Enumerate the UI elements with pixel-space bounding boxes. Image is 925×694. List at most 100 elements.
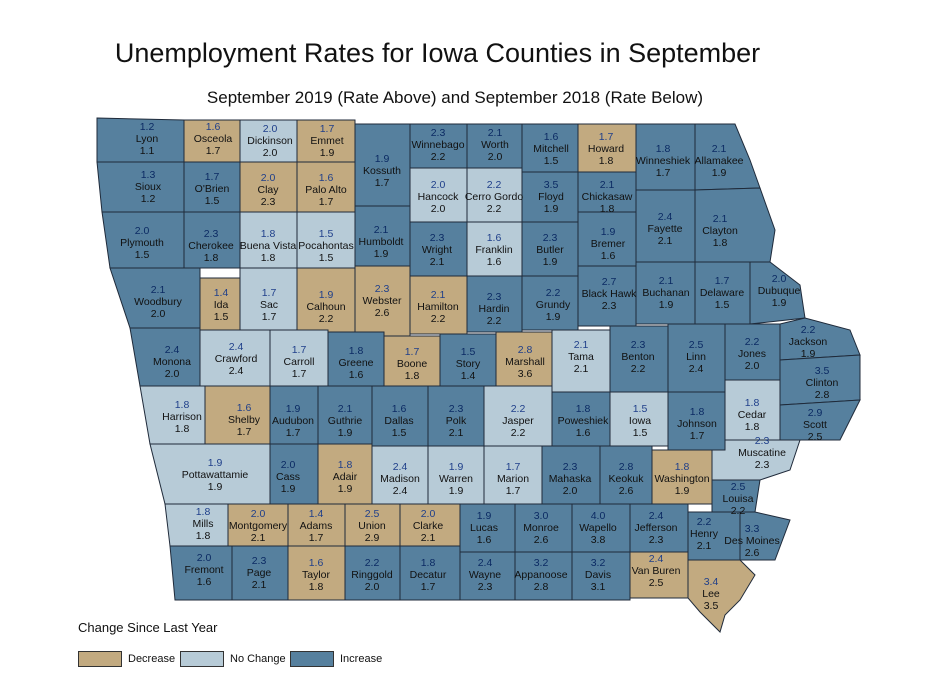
rate-2019-lucas: 1.9	[477, 510, 492, 522]
county-name-mahaska: Mahaska	[549, 473, 592, 485]
rate-2019-page: 2.3	[252, 555, 267, 567]
rate-2018-calhoun: 2.2	[319, 313, 334, 325]
county-name-cedar: Cedar	[738, 409, 767, 421]
legend-increase: Increase	[290, 650, 382, 668]
rate-2019-audubon: 1.9	[286, 403, 301, 415]
rate-2018-butler: 1.9	[543, 256, 558, 268]
county-name-montgomery: Montgomery	[229, 520, 288, 532]
county-name-jackson: Jackson	[789, 336, 828, 348]
county-name-henry: Henry	[690, 528, 719, 540]
rate-2018-henry: 2.1	[697, 540, 712, 552]
rate-2018-ida: 1.5	[214, 311, 229, 323]
county-name-monona: Monona	[153, 356, 191, 368]
rate-2019-jones: 2.2	[745, 336, 760, 348]
rate-2018-shelby: 1.7	[237, 426, 252, 438]
county-name-washington: Washington	[654, 473, 709, 485]
rate-2019-woodbury: 2.1	[151, 284, 166, 296]
rate-2018-emmet: 1.9	[320, 147, 335, 159]
county-des-moines	[739, 511, 791, 561]
rate-2018-hamilton: 2.2	[431, 313, 446, 325]
rate-2019-wright: 2.3	[430, 232, 445, 244]
rate-2019-linn: 2.5	[689, 339, 704, 351]
rate-2019-emmet: 1.7	[320, 123, 335, 135]
county-name-worth: Worth	[481, 139, 509, 151]
rate-2019-o-brien: 1.7	[205, 171, 220, 183]
rate-2019-worth: 2.1	[488, 127, 503, 139]
map-subtitle: September 2019 (Rate Above) and Septembe…	[206, 88, 704, 107]
rate-2018-fremont: 1.6	[197, 576, 212, 588]
rate-2018-polk: 2.1	[449, 427, 464, 439]
county-davis	[571, 551, 631, 601]
rate-2018-sioux: 1.2	[141, 193, 156, 205]
county-name-mitchell: Mitchell	[533, 143, 569, 155]
rate-2018-winnebago: 2.2	[431, 151, 446, 163]
legend-decrease: Decrease	[78, 650, 175, 668]
county-name-marshall: Marshall	[505, 356, 545, 368]
rate-2019-allamakee: 2.1	[712, 143, 727, 155]
county-name-delaware: Delaware	[700, 287, 745, 299]
rate-2019-ringgold: 2.2	[365, 557, 380, 569]
rate-2019-delaware: 1.7	[715, 275, 730, 287]
county-name-greene: Greene	[338, 357, 373, 369]
county-name-warren: Warren	[439, 473, 473, 485]
rate-2019-buchanan: 2.1	[659, 275, 674, 287]
county-name-johnson: Johnson	[677, 418, 717, 430]
rate-2018-muscatine: 2.3	[755, 459, 770, 471]
rate-2018-cass: 1.9	[281, 483, 296, 495]
rate-2018-johnson: 1.7	[690, 430, 705, 442]
county-name-wapello: Wapello	[579, 522, 617, 534]
rate-2018-worth: 2.0	[488, 151, 503, 163]
county-name-appanoose: Appanoose	[514, 569, 567, 581]
county-name-adams: Adams	[300, 520, 333, 532]
rate-2019-winnebago: 2.3	[431, 127, 446, 139]
legend-increase-label: Increase	[340, 653, 383, 665]
county-name-mills: Mills	[193, 518, 214, 530]
rate-2019-decatur: 1.8	[421, 557, 436, 569]
rate-2018-des-moines: 2.6	[745, 547, 760, 559]
county-name-adair: Adair	[333, 471, 358, 483]
rate-2018-appanoose: 2.8	[534, 581, 549, 593]
county-name-boone: Boone	[397, 358, 428, 370]
rate-2018-howard: 1.8	[599, 155, 614, 167]
rate-2018-adams: 1.7	[309, 532, 324, 544]
county-name-madison: Madison	[380, 473, 420, 485]
county-name-van-buren: Van Buren	[632, 565, 681, 577]
county-name-jefferson: Jefferson	[635, 522, 678, 534]
rate-2018-audubon: 1.7	[286, 427, 301, 439]
rate-2019-polk: 2.3	[449, 403, 464, 415]
rate-2019-clay: 2.0	[261, 172, 276, 184]
rate-2018-story: 1.4	[461, 370, 476, 382]
rate-2018-wapello: 3.8	[591, 534, 606, 546]
county-name-buchanan: Buchanan	[642, 287, 689, 299]
rate-2019-adair: 1.8	[338, 459, 353, 471]
county-name-franklin: Franklin	[475, 244, 513, 256]
rate-2018-buena-vista: 1.8	[261, 252, 276, 264]
rate-2018-sac: 1.7	[262, 311, 277, 323]
county-name-wright: Wright	[422, 244, 452, 256]
county-lee	[687, 559, 756, 633]
legend-title: Change Since Last Year	[78, 620, 218, 635]
county-name-hancock: Hancock	[418, 191, 460, 203]
rate-2018-scott: 2.5	[808, 431, 823, 443]
rate-2018-lee: 3.5	[704, 600, 719, 612]
rate-2018-hancock: 2.0	[431, 203, 446, 215]
rate-2018-chickasaw: 1.8	[600, 203, 615, 215]
rate-2019-jackson: 2.2	[801, 324, 816, 336]
rate-2019-scott: 2.9	[808, 407, 823, 419]
rate-2019-cass: 2.0	[281, 459, 296, 471]
rate-2019-monona: 2.4	[165, 344, 180, 356]
rate-2019-montgomery: 2.0	[251, 508, 266, 520]
rate-2019-ida: 1.4	[214, 287, 229, 299]
rate-2019-grundy: 2.2	[546, 287, 561, 299]
county-name-black-hawk: Black Hawk	[582, 288, 638, 300]
rate-2018-clayton: 1.8	[713, 237, 728, 249]
rate-2018-winneshiek: 1.7	[656, 167, 671, 179]
rate-2019-carroll: 1.7	[292, 344, 307, 356]
rate-2018-pottawattamie: 1.9	[208, 481, 223, 493]
rate-2018-clinton: 2.8	[815, 389, 830, 401]
rate-2018-louisa: 2.2	[731, 505, 746, 517]
rate-2019-henry: 2.2	[697, 516, 712, 528]
rate-2018-taylor: 1.8	[309, 581, 324, 593]
rate-2018-kossuth: 1.7	[375, 177, 390, 189]
county-jackson	[779, 317, 861, 361]
